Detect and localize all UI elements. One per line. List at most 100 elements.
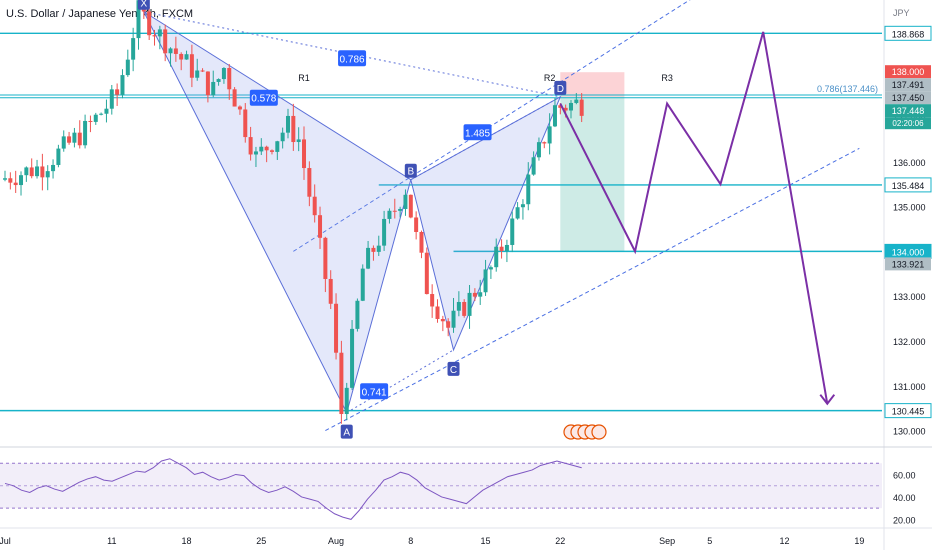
candle-body xyxy=(248,137,253,155)
candle-body xyxy=(61,136,66,149)
price-tag-text: 138.000 xyxy=(892,67,925,77)
candle-body xyxy=(109,89,114,109)
time-tick-label: 25 xyxy=(256,536,266,546)
chart-title: U.S. Dollar / Japanese Yen, 4h, FXCM xyxy=(6,8,193,20)
candle-body xyxy=(232,89,237,107)
price-tag-text: 137.448 xyxy=(892,106,925,116)
candle-body xyxy=(462,301,467,316)
candle-body xyxy=(243,109,248,138)
candle-body xyxy=(88,120,93,122)
candle-body xyxy=(269,150,274,152)
candle-body xyxy=(328,278,333,304)
candle-body xyxy=(8,178,13,183)
candle-body xyxy=(115,89,120,95)
candle-body xyxy=(3,178,7,180)
candle-body xyxy=(403,194,408,209)
pivot-label: R3 xyxy=(661,73,673,83)
candle-body xyxy=(179,53,184,60)
candle-body xyxy=(408,194,413,218)
candle-body xyxy=(334,303,339,353)
candle-body xyxy=(440,318,445,322)
price-tag-box xyxy=(885,65,931,79)
ratio-label: 0.578 xyxy=(249,89,278,106)
pattern-point-badge xyxy=(404,163,417,178)
ratio-label: 1.485 xyxy=(463,124,492,141)
time-tick-label: 22 xyxy=(555,536,565,546)
price-tag-box xyxy=(885,91,931,105)
candle-body xyxy=(99,113,104,115)
ratio-badge xyxy=(463,124,492,141)
price-tag-text: 137.450 xyxy=(892,93,925,103)
candle-body xyxy=(291,115,296,143)
ratio-badge xyxy=(249,89,278,106)
candle-body xyxy=(200,70,205,72)
pattern-point-c: C xyxy=(447,361,460,376)
candle-body xyxy=(275,141,280,152)
candle-body xyxy=(29,167,34,177)
ratio-value: 0.578 xyxy=(251,94,276,105)
price-tick-label: 130.000 xyxy=(893,427,926,437)
price-tag-text: 137.491 xyxy=(892,80,925,90)
candle-body xyxy=(499,246,504,251)
candle-body xyxy=(467,292,472,316)
candle-body xyxy=(221,68,226,80)
level-tag-text: 134.000 xyxy=(892,247,925,257)
price-tick-label: 136.000 xyxy=(893,158,926,168)
pattern-point-badge xyxy=(554,80,567,95)
candle-body xyxy=(77,132,82,146)
pattern-point-d: D xyxy=(554,80,567,95)
price-tag: 138.000 xyxy=(885,65,931,79)
level-tag-text: 135.484 xyxy=(892,181,925,191)
level-tag: 130.445 xyxy=(884,403,932,419)
candle-body xyxy=(552,105,557,127)
price-tick-label: 131.000 xyxy=(893,382,926,392)
time-tick-label: 18 xyxy=(182,536,192,546)
candle-body xyxy=(542,142,547,144)
candle-body xyxy=(312,196,317,216)
projection-path xyxy=(559,31,829,404)
candle-body xyxy=(195,70,200,78)
candle-body xyxy=(547,126,552,144)
candle-body xyxy=(355,300,360,329)
candle-body xyxy=(125,59,130,76)
level-tag-text: 130.445 xyxy=(892,407,925,417)
candle-body xyxy=(456,301,461,311)
candle-body xyxy=(451,310,456,328)
fib-note-label: 0.786(137.446) xyxy=(817,84,878,94)
price-tag: 137.448 xyxy=(885,104,931,118)
pattern-point-b: B xyxy=(404,163,417,178)
candle-body xyxy=(104,108,109,114)
level-tag: 135.484 xyxy=(884,177,932,193)
candle-body xyxy=(227,68,232,90)
take-profit-zone xyxy=(560,96,625,252)
ratio-badge xyxy=(338,50,367,67)
candle-body xyxy=(483,269,488,293)
candle-body xyxy=(72,132,77,143)
price-tag-text: 133.921 xyxy=(892,259,925,269)
candle-body xyxy=(371,247,376,252)
candle-body xyxy=(536,142,541,158)
candle-body xyxy=(93,114,98,122)
candle-body xyxy=(302,139,307,169)
ratio-label: 0.741 xyxy=(360,383,389,400)
channel-lower-line xyxy=(325,147,860,432)
candle-body xyxy=(40,166,45,178)
price-tick-label: 135.000 xyxy=(893,203,926,213)
candle-body xyxy=(504,244,509,251)
candle-body xyxy=(307,168,312,197)
candle-body xyxy=(510,218,515,245)
candle-body xyxy=(344,387,349,415)
price-tick-label: 133.000 xyxy=(893,292,926,302)
candle-body xyxy=(120,75,125,95)
candle-body xyxy=(494,246,499,268)
candle-body xyxy=(184,54,189,60)
candle-body xyxy=(13,182,18,186)
candle-body xyxy=(488,267,493,270)
candle-body xyxy=(24,167,29,176)
candle-body xyxy=(19,175,24,186)
level-tag-box xyxy=(884,403,932,419)
time-tick-label: 19 xyxy=(854,536,864,546)
projection-arrow-head xyxy=(819,394,836,406)
